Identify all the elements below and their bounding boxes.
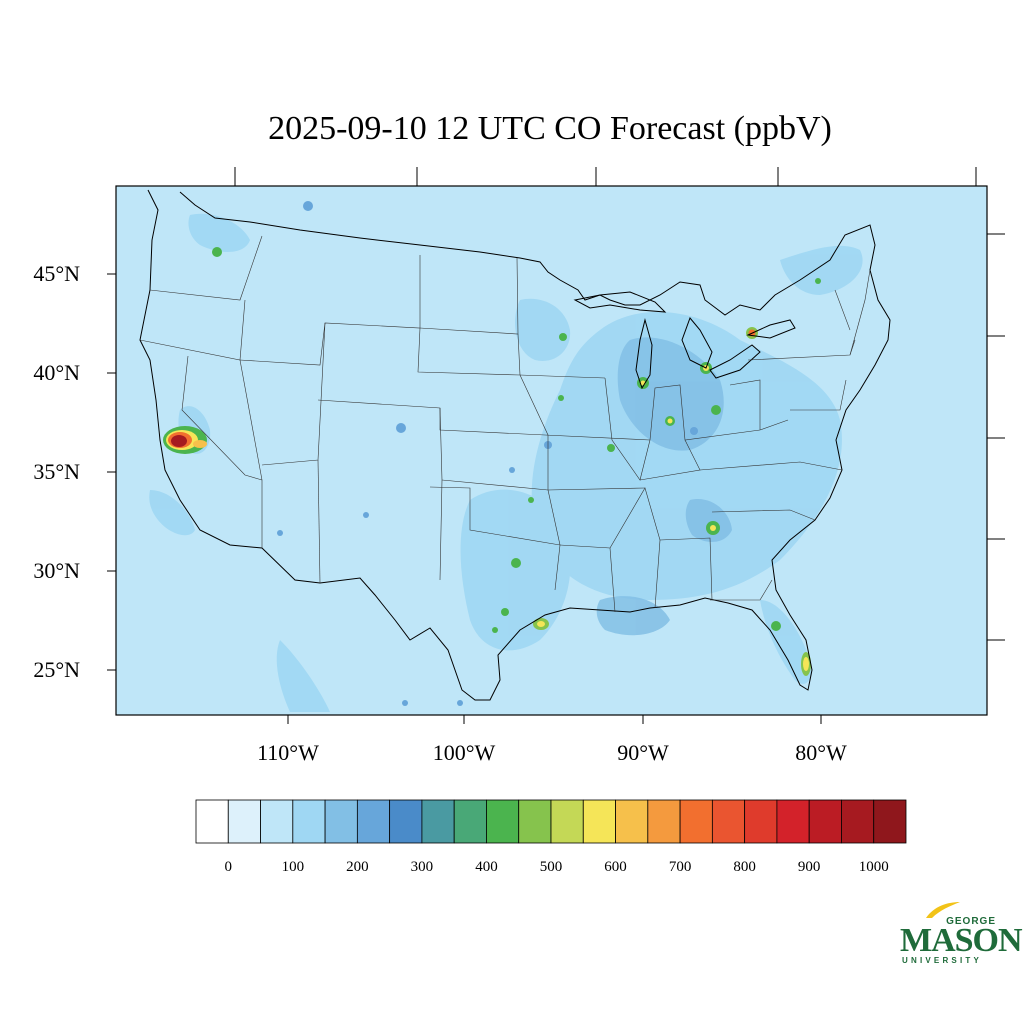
colorbar-swatch: [744, 799, 778, 844]
gmu-logo: GEORGE MASON UNIVERSITY: [898, 900, 1023, 970]
colorbar-swatch: [292, 799, 326, 844]
colorbar-swatch: [582, 799, 616, 844]
colorbar-swatch: [518, 799, 552, 844]
lon-label-100w: 100°W: [433, 740, 496, 765]
colorbar-tick-label: 500: [540, 859, 563, 875]
colorbar-swatch: [841, 799, 875, 844]
colorbar: [195, 799, 907, 844]
lat-label-35n: 35°N: [33, 459, 80, 484]
logo-george: GEORGE: [946, 916, 996, 927]
map-frame: [115, 185, 988, 716]
chart-title: 2025-09-10 12 UTC CO Forecast (ppbV): [268, 110, 832, 147]
colorbar-swatch: [808, 799, 842, 844]
lat-label-25n: 25°N: [33, 657, 80, 682]
colorbar-labels: 0 100 200 300 400 500 600 700 800 900 1000: [225, 859, 889, 875]
lat-label-40n: 40°N: [33, 360, 80, 385]
colorbar-tick-label: 600: [604, 859, 627, 875]
california-fire-hotspot: [163, 426, 207, 454]
axis-ticks: [107, 167, 1005, 724]
colorbar-swatch: [679, 799, 713, 844]
colorbar-swatch: [227, 799, 261, 844]
colorbar-tick-label: 900: [798, 859, 821, 875]
colorbar-swatch: [421, 799, 455, 844]
colorbar-swatch: [550, 799, 584, 844]
lon-label-110w: 110°W: [257, 740, 319, 765]
colorbar-tick-label: 1000: [859, 859, 889, 875]
colorbar-tick-label: 400: [475, 859, 498, 875]
colorbar-tick-label: 300: [411, 859, 434, 875]
lon-label-90w: 90°W: [617, 740, 669, 765]
us-outline: [139, 189, 891, 701]
colorbar-tick-label: 700: [669, 859, 692, 875]
urban-hotspot-cores: [640, 365, 716, 531]
map-area: [116, 186, 987, 715]
colorbar-swatch: [324, 799, 358, 844]
colorbar-swatch: [615, 799, 649, 844]
colorbar-tick-label: 200: [346, 859, 369, 875]
leaf-swoosh-icon: [926, 902, 960, 918]
lat-label-30n: 30°N: [33, 558, 80, 583]
colorbar-swatch: [453, 799, 487, 844]
lon-label-80w: 80°W: [795, 740, 847, 765]
great-lakes: [573, 291, 796, 390]
minor-hotspots: [277, 201, 698, 706]
colorbar-swatch: [873, 799, 907, 844]
colorbar-swatch: [776, 799, 810, 844]
colorbar-swatch: [389, 799, 423, 844]
logo-mason: MASON: [900, 922, 1023, 959]
houston-hotspot: [533, 618, 549, 630]
state-borders: [139, 235, 871, 613]
colorbar-tick-label: 800: [733, 859, 756, 875]
colorbar-swatch: [711, 799, 746, 844]
colorbar-swatch: [195, 799, 229, 844]
colorbar-tick-label: 100: [282, 859, 305, 875]
lat-label-45n: 45°N: [33, 261, 80, 286]
florida-hotspot: [801, 652, 811, 676]
colorbar-swatch: [356, 799, 391, 844]
moderate-co-regions: [596, 337, 732, 636]
colorbar-swatch: [260, 799, 294, 844]
co-hotspots: [163, 201, 821, 706]
logo-university: UNIVERSITY: [902, 956, 983, 965]
colorbar-swatch: [647, 799, 681, 844]
colorbar-swatch: [486, 799, 520, 844]
colorbar-tick-label: 0: [225, 859, 233, 875]
